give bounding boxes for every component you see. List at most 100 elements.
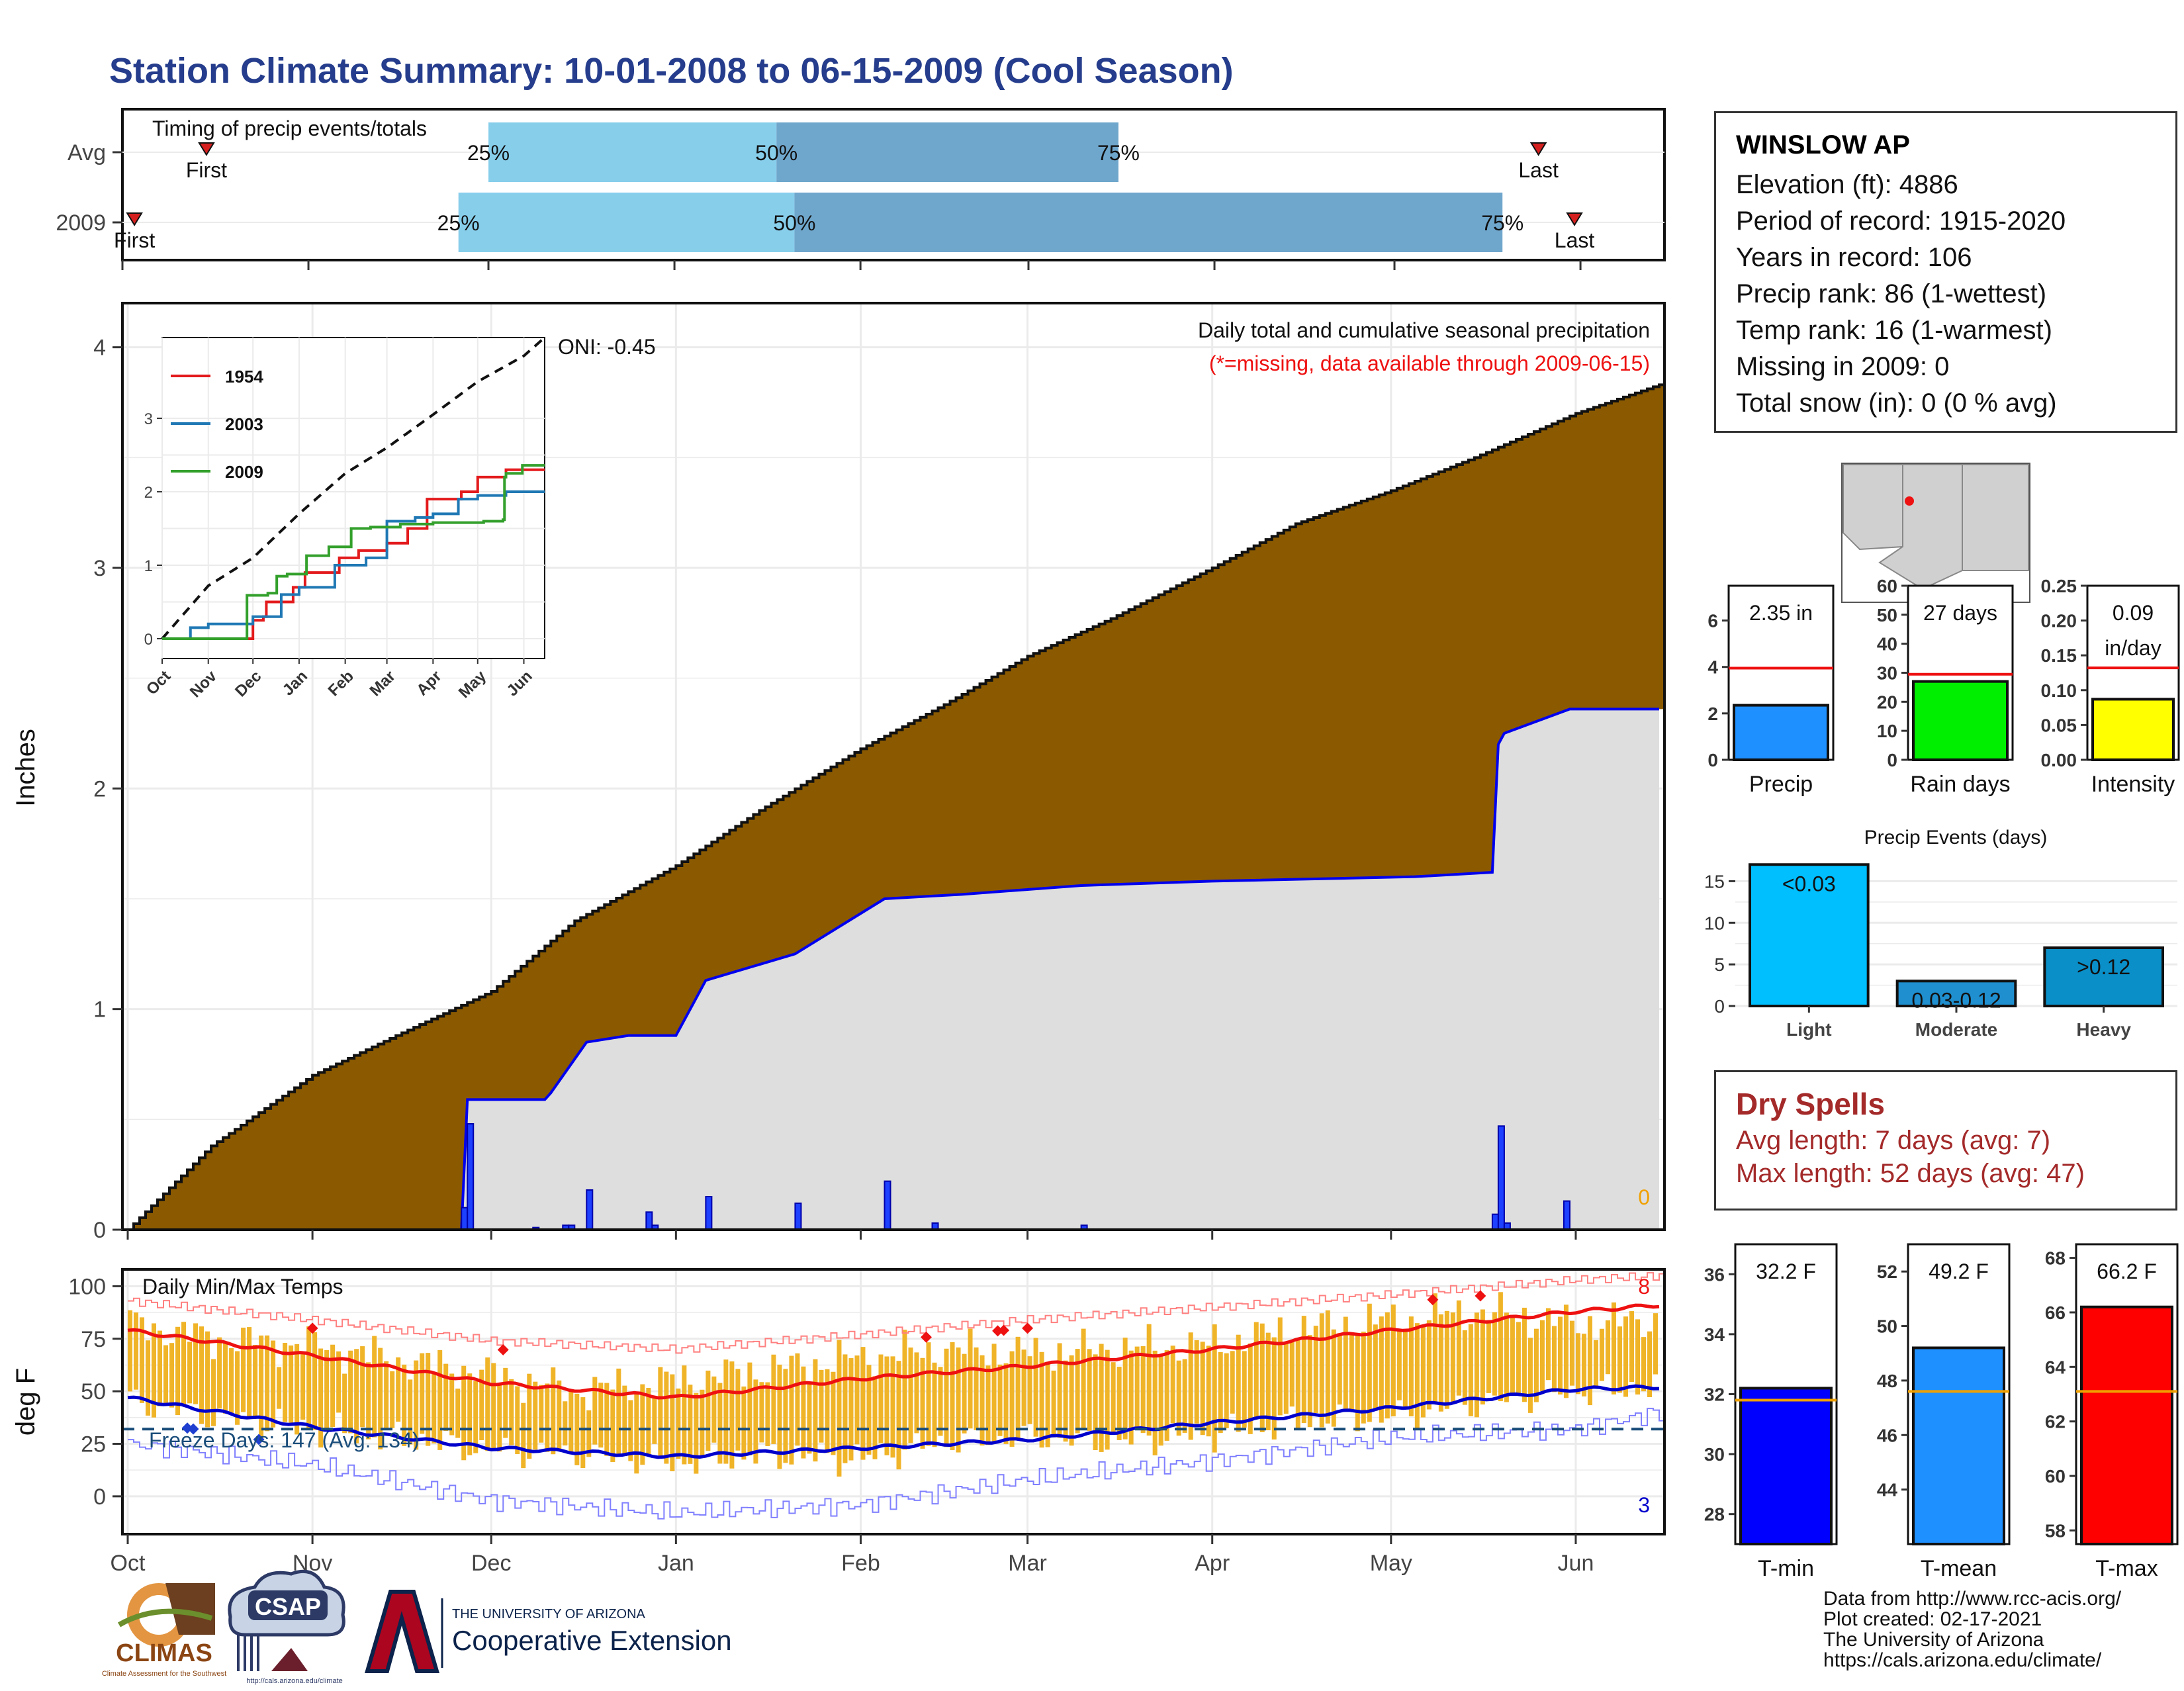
climas-logo: CLIMAS Climate Assessment for the Southw… xyxy=(102,1583,226,1678)
record-low-count: 3 xyxy=(1638,1493,1650,1517)
temp-t-min-value-label: 32.2 F xyxy=(1756,1259,1816,1283)
daily-temp-bar xyxy=(140,1317,145,1403)
daily-temp-bar xyxy=(914,1352,919,1434)
daily-temp-bar xyxy=(1450,1312,1455,1403)
precip-events-y-tick-label-15: 15 xyxy=(1704,871,1725,891)
inset-legend-label-2009: 2009 xyxy=(225,462,263,482)
precip-frame xyxy=(121,302,1666,1231)
dry-spells-avg: Avg length: 7 days (avg: 7) xyxy=(1736,1126,2051,1155)
daily-temp-bar xyxy=(1289,1342,1295,1407)
timing-row-2009-first-marker xyxy=(126,212,143,226)
credit-url: https://cals.arizona.edu/climate/ xyxy=(1823,1649,2102,1671)
daily-temp-bar xyxy=(443,1363,449,1432)
record-high-marker xyxy=(1427,1294,1439,1306)
daily-temp-bar xyxy=(569,1389,574,1453)
inset-y-tick-label-3: 3 xyxy=(144,410,153,428)
temp-y-tick-label-25: 25 xyxy=(81,1432,106,1457)
precip-y-tick-label-1: 1 xyxy=(93,997,106,1023)
precip-y-axis-label: Inches xyxy=(11,729,40,807)
csap-badge xyxy=(248,1590,328,1620)
daily-temp-bar xyxy=(1015,1336,1021,1440)
inset-y-tick-label-1: 1 xyxy=(144,557,153,575)
dry-spells-box: Dry Spells Avg length: 7 days (avg: 7) M… xyxy=(1714,1070,2177,1211)
summary-rain-days-value-label: 27 days xyxy=(1923,601,1997,625)
daily-temp-bar xyxy=(1200,1342,1205,1436)
precip-events-bar-label-heavy: >0.12 xyxy=(2077,955,2130,979)
oni-label: ONI: -0.45 xyxy=(558,335,656,359)
obs-cumulative-line xyxy=(128,708,1659,1231)
temp-t-mean-y-tick-label-3: 50 xyxy=(1877,1316,1897,1337)
precip-events-y-tick-label-5: 5 xyxy=(1714,954,1725,975)
daily-temp-bar xyxy=(974,1347,979,1430)
daily-temp-bar xyxy=(455,1389,461,1438)
figure-title: Station Climate Summary: 10-01-2008 to 0… xyxy=(109,51,1234,91)
inset-legend: 1954 2003 2009 xyxy=(171,367,263,482)
inset-plot-background xyxy=(161,337,545,659)
daily-temp-bar xyxy=(1605,1320,1610,1375)
avg-cumulative-area xyxy=(128,385,1666,1230)
daily-temp-bar xyxy=(729,1361,735,1469)
summary-intensity-y-tick-label-3: 0.15 xyxy=(2041,645,2077,666)
daily-precip-bar xyxy=(461,1207,469,1230)
station-precip-rank: Precip rank: 86 (1-wettest) xyxy=(1736,279,2047,308)
summary-rain-days-y-tick-label-4: 40 xyxy=(1877,634,1897,655)
summary-precip-y-tick-label-0: 0 xyxy=(1707,750,1718,770)
daily-temp-bar xyxy=(1373,1324,1378,1411)
climas-wordmark: CLIMAS xyxy=(116,1639,212,1667)
daily-temp-bar xyxy=(604,1383,610,1456)
daily-temp-bar xyxy=(533,1381,538,1450)
summary-rain-days-value-bar xyxy=(1912,680,2009,762)
station-total-snow: Total snow (in): 0 (0 % avg) xyxy=(1736,388,2057,418)
temp-t-min-y-tick-label-3: 34 xyxy=(1704,1324,1725,1345)
daily-temp-bar xyxy=(217,1337,222,1409)
record-high-marker xyxy=(921,1331,933,1343)
temp-t-min-axis-label: T-min xyxy=(1758,1556,1814,1581)
daily-temp-bar xyxy=(1599,1328,1604,1381)
daily-temp-bar xyxy=(1170,1346,1175,1424)
inset-y-tick-label-2: 2 xyxy=(144,484,153,502)
daily-temp-bar xyxy=(366,1362,371,1440)
daily-temp-bar xyxy=(711,1376,717,1443)
daily-temp-bar xyxy=(890,1356,895,1458)
inset-legend-label-2003: 2003 xyxy=(225,414,263,434)
daily-temp-bar xyxy=(1569,1320,1574,1386)
temp-frame xyxy=(121,1268,1666,1535)
record-high-marker xyxy=(1022,1322,1034,1334)
daily-temp-bar xyxy=(223,1343,228,1414)
daily-temp-bar xyxy=(306,1326,312,1430)
daily-temp-bar xyxy=(300,1353,306,1420)
daily-temp-bar xyxy=(1504,1312,1509,1402)
daily-temp-bar xyxy=(1355,1335,1360,1432)
temp-t-mean-value-label: 49.2 F xyxy=(1929,1259,1989,1283)
ua-block-a-mark xyxy=(365,1590,439,1673)
temp-t-mean-value-bar xyxy=(1912,1346,2005,1546)
summary-intensity-y-tick-label-5: 0.25 xyxy=(2041,576,2077,596)
daily-temp-bar xyxy=(1134,1346,1140,1429)
daily-temp-bar xyxy=(1551,1326,1557,1393)
daily-temp-bar xyxy=(759,1382,764,1443)
temp-x-tick-label-May: May xyxy=(1370,1551,1412,1576)
missing-days-count: 0 xyxy=(1638,1185,1650,1209)
credit-plot-created: Plot created: 02-17-2021 xyxy=(1823,1608,2042,1630)
temp-x-tick-label-Apr: Apr xyxy=(1195,1551,1230,1576)
daily-temp-bar xyxy=(837,1340,842,1477)
daily-temp-bar xyxy=(1027,1356,1032,1424)
daily-temp-bar xyxy=(473,1381,478,1453)
daily-temp-bar xyxy=(634,1392,639,1474)
daily-temp-bar xyxy=(574,1393,580,1465)
climas-sun-inner xyxy=(139,1595,179,1635)
daily-temp-bar xyxy=(563,1401,568,1445)
normal-max-line xyxy=(127,1303,1660,1400)
inset-y-tick-label-0: 0 xyxy=(144,631,153,649)
inset-series-2003 xyxy=(162,490,545,640)
daily-temp-bar xyxy=(205,1331,210,1428)
daily-temp-bar xyxy=(1593,1340,1598,1387)
daily-temp-bar xyxy=(688,1385,693,1464)
precip-y-tick-label-2: 2 xyxy=(93,776,106,801)
daily-temp-bar xyxy=(467,1373,473,1455)
summary-intensity-y-tick-label-0: 0.00 xyxy=(2041,750,2077,770)
daily-temp-bar xyxy=(1242,1351,1247,1428)
daily-temp-bar xyxy=(1236,1334,1241,1432)
daily-temp-bar xyxy=(1456,1300,1461,1396)
